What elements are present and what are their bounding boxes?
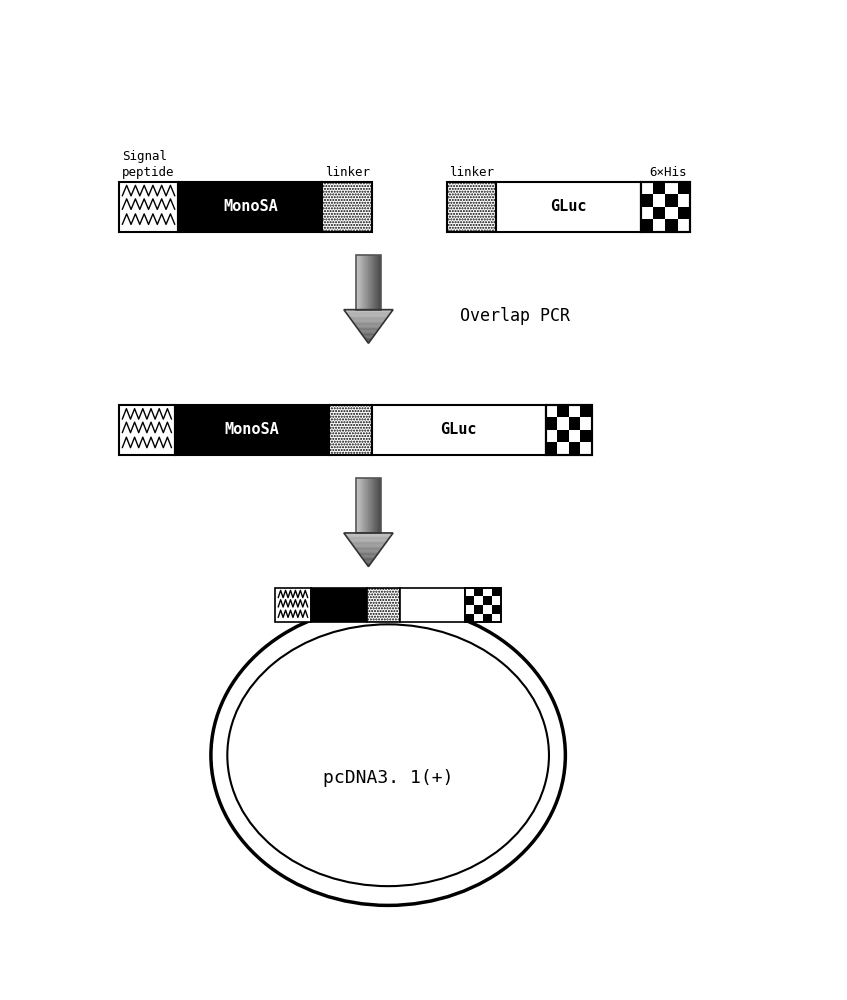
Bar (580, 430, 591, 442)
Bar (465, 614, 474, 622)
Ellipse shape (227, 624, 549, 886)
Bar (545, 417, 557, 430)
Bar (178, 182, 323, 232)
Bar (367, 588, 400, 622)
Bar (465, 588, 501, 622)
Bar (311, 588, 367, 622)
Bar (557, 430, 568, 442)
Bar (492, 605, 501, 614)
Bar (400, 588, 465, 622)
Bar (641, 182, 690, 232)
Bar (356, 255, 381, 310)
Bar (474, 588, 484, 596)
Bar (678, 207, 690, 219)
Bar (275, 588, 311, 622)
Bar (641, 182, 690, 232)
Bar (641, 194, 653, 207)
Text: GLuc: GLuc (551, 199, 587, 214)
Bar (492, 588, 501, 596)
Bar (641, 219, 653, 232)
Bar (174, 405, 329, 455)
Text: linker: linker (324, 166, 369, 179)
Bar (653, 182, 666, 194)
Bar (568, 417, 580, 430)
Bar (356, 478, 381, 533)
Bar (545, 405, 591, 455)
Bar (545, 442, 557, 455)
Text: MonoSA: MonoSA (224, 422, 280, 437)
Bar (666, 219, 678, 232)
Bar (372, 405, 545, 455)
Text: 6×His: 6×His (650, 166, 687, 179)
Text: linker: linker (449, 166, 495, 179)
Text: GLuc: GLuc (440, 422, 477, 437)
Bar (447, 182, 496, 232)
Bar (496, 182, 641, 232)
Bar (484, 614, 492, 622)
Text: Overlap PCR: Overlap PCR (461, 307, 570, 325)
Bar (119, 405, 174, 455)
Ellipse shape (211, 605, 566, 905)
Text: Signal
peptide: Signal peptide (122, 150, 174, 179)
Bar (465, 596, 474, 605)
Bar (666, 194, 678, 207)
Text: pcDNA3. 1(+): pcDNA3. 1(+) (323, 769, 453, 787)
Bar (557, 405, 568, 417)
Bar (678, 182, 690, 194)
Bar (484, 596, 492, 605)
Bar (568, 442, 580, 455)
Bar (474, 605, 484, 614)
Text: MonoSA: MonoSA (223, 199, 278, 214)
Bar (653, 207, 666, 219)
Bar (465, 588, 501, 622)
Bar (545, 405, 591, 455)
Bar (329, 405, 372, 455)
Bar (580, 405, 591, 417)
Bar (119, 182, 178, 232)
Bar (323, 182, 372, 232)
